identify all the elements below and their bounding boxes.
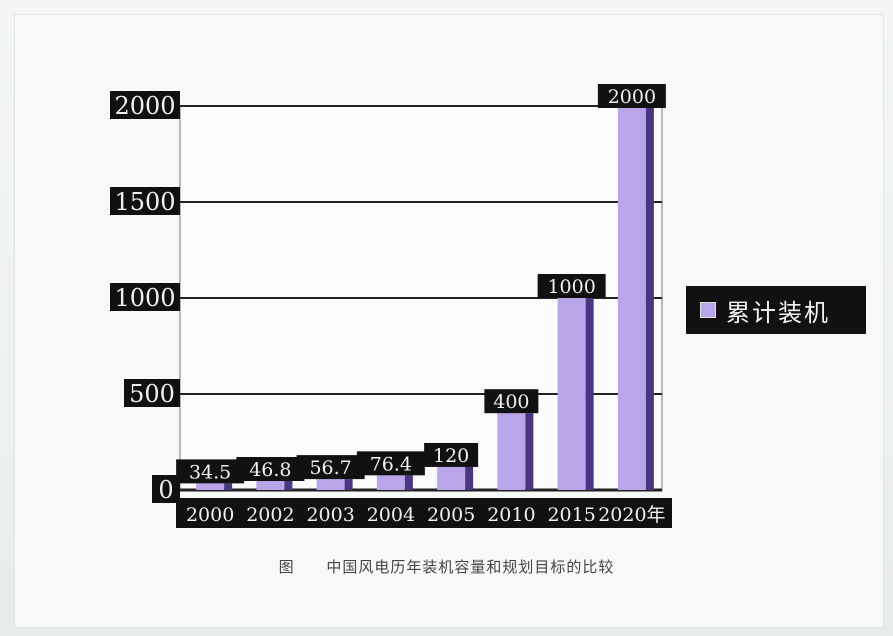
bar-face [557,298,586,490]
data-label-bg [597,84,666,108]
y-tick-label: 1500 [114,188,175,216]
y-tick-label: 0 [158,476,173,504]
data-label: 46.8 [236,457,305,482]
x-tick-label: 2020年 [598,504,665,526]
bar-face [497,413,526,490]
data-label: 76.4 [356,451,425,476]
bar [497,413,534,490]
bar-layer [196,106,654,490]
tick-layer: 0 500 1000 1500 2000 2000 2002 2003 2004 2005 2010… [110,91,672,528]
y-tick-bg [110,283,180,311]
data-label-text: 1000 [547,276,595,298]
data-label: 2000 [597,84,666,108]
legend: 累计装机 [686,286,866,334]
grid-layer [179,105,663,492]
bar-side [645,106,654,490]
data-label: 1000 [537,274,606,298]
bar [437,466,474,490]
bar-face [376,475,405,490]
x-tick-label: 2010 [487,504,535,526]
legend-swatch [700,302,716,318]
x-tick-label: 2002 [246,504,294,526]
bar-face [196,483,225,490]
data-label-bg [176,459,245,484]
y-tick: 500 [124,379,180,408]
bar-face [437,466,466,490]
y-tick-bg [110,187,180,215]
y-tick-label: 1000 [114,284,175,312]
bar [376,475,413,490]
bar-side [404,475,413,490]
bar-face [617,106,646,490]
bar-side [585,298,594,490]
x-tick-label: 2003 [306,504,354,526]
data-label-bg [236,457,305,482]
y-tick: 1000 [110,283,180,312]
bar [196,483,233,490]
data-label-text: 34.5 [189,461,231,483]
x-tick-label: 2000 [186,504,234,526]
data-label-text: 56.7 [309,457,351,479]
y-tick-bg [152,475,180,503]
y-tick-bg [110,91,180,119]
bar [617,106,654,490]
data-label-bg [356,451,425,476]
y-tick: 0 [152,475,180,504]
data-label-bg [424,442,479,467]
bar-side [284,481,293,490]
y-tick: 1500 [110,187,180,216]
figure-caption: 图 中国风电历年装机容量和规划目标的比较 [0,556,893,577]
bar-side [525,413,534,490]
data-label-bg [537,274,606,298]
bar [316,479,353,490]
data-label-text: 400 [493,391,529,413]
bar-face [316,479,345,490]
data-label-text: 76.4 [370,453,412,475]
bar-side [344,479,353,490]
x-tick-strip [176,498,672,528]
data-label: 34.5 [176,459,245,484]
bar-side [224,483,233,490]
data-label-bg [484,389,539,414]
data-label-text: 46.8 [249,459,291,481]
x-tick-label: 2015 [547,504,595,526]
bar-face [256,481,285,490]
y-tick-label: 500 [129,380,175,408]
data-label: 400 [484,389,539,414]
data-label-text: 2000 [608,86,656,108]
caption-text: 中国风电历年装机容量和规划目标的比较 [326,558,615,576]
label-layer: 34.5 46.8 56.7 76.4 120 400 1000 2000 [176,84,666,484]
y-tick-bg [124,379,180,407]
x-tick-label: 2005 [427,504,475,526]
data-label: 120 [424,442,479,467]
bar [557,298,594,490]
data-label-bg [296,455,365,480]
x-tick-label: 2004 [367,504,415,526]
bar [256,481,293,490]
caption-prefix: 图 [278,558,295,576]
bar-side [465,466,474,490]
legend-label: 累计装机 [726,298,830,327]
y-tick: 2000 [110,91,180,120]
y-tick-label: 2000 [114,92,175,120]
data-label-text: 120 [433,445,469,467]
data-label: 56.7 [296,455,365,480]
